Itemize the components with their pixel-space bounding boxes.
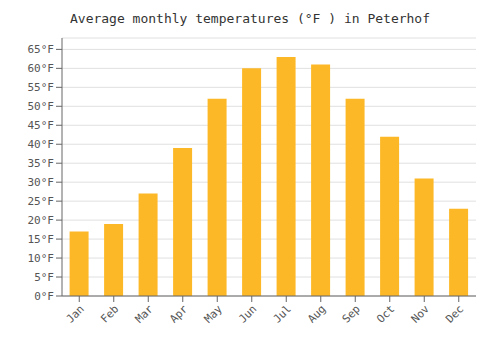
svg-text:Apr: Apr [167,302,191,326]
svg-text:10°F: 10°F [28,252,55,265]
svg-text:25°F: 25°F [28,195,55,208]
svg-text:Jan: Jan [64,302,87,325]
svg-text:45°F: 45°F [28,119,55,132]
svg-text:35°F: 35°F [28,157,55,170]
svg-text:0°F: 0°F [34,290,54,303]
svg-text:20°F: 20°F [28,214,55,227]
svg-text:5°F: 5°F [34,271,54,284]
svg-text:Nov: Nov [409,302,433,326]
svg-text:Feb: Feb [98,302,121,325]
svg-text:65°F: 65°F [28,43,55,56]
svg-text:15°F: 15°F [28,233,55,246]
svg-text:Sep: Sep [340,302,363,325]
svg-text:Mar: Mar [133,302,157,326]
svg-text:55°F: 55°F [28,81,55,94]
html-text:Average monthly temperatures (: Average monthly temperatures (°F ) in Pe… [70,11,430,26]
svg-text:40°F: 40°F [28,138,55,151]
svg-text:Jun: Jun [236,302,259,325]
svg-text:Oct: Oct [374,302,397,325]
svg-text:50°F: 50°F [28,100,55,113]
svg-text:Jul: Jul [271,302,294,325]
svg-text:Dec: Dec [443,302,466,325]
svg-text:60°F: 60°F [28,62,55,75]
svg-text:Aug: Aug [305,302,328,325]
svg-text:May: May [202,302,226,326]
svg-text:30°F: 30°F [28,176,55,189]
